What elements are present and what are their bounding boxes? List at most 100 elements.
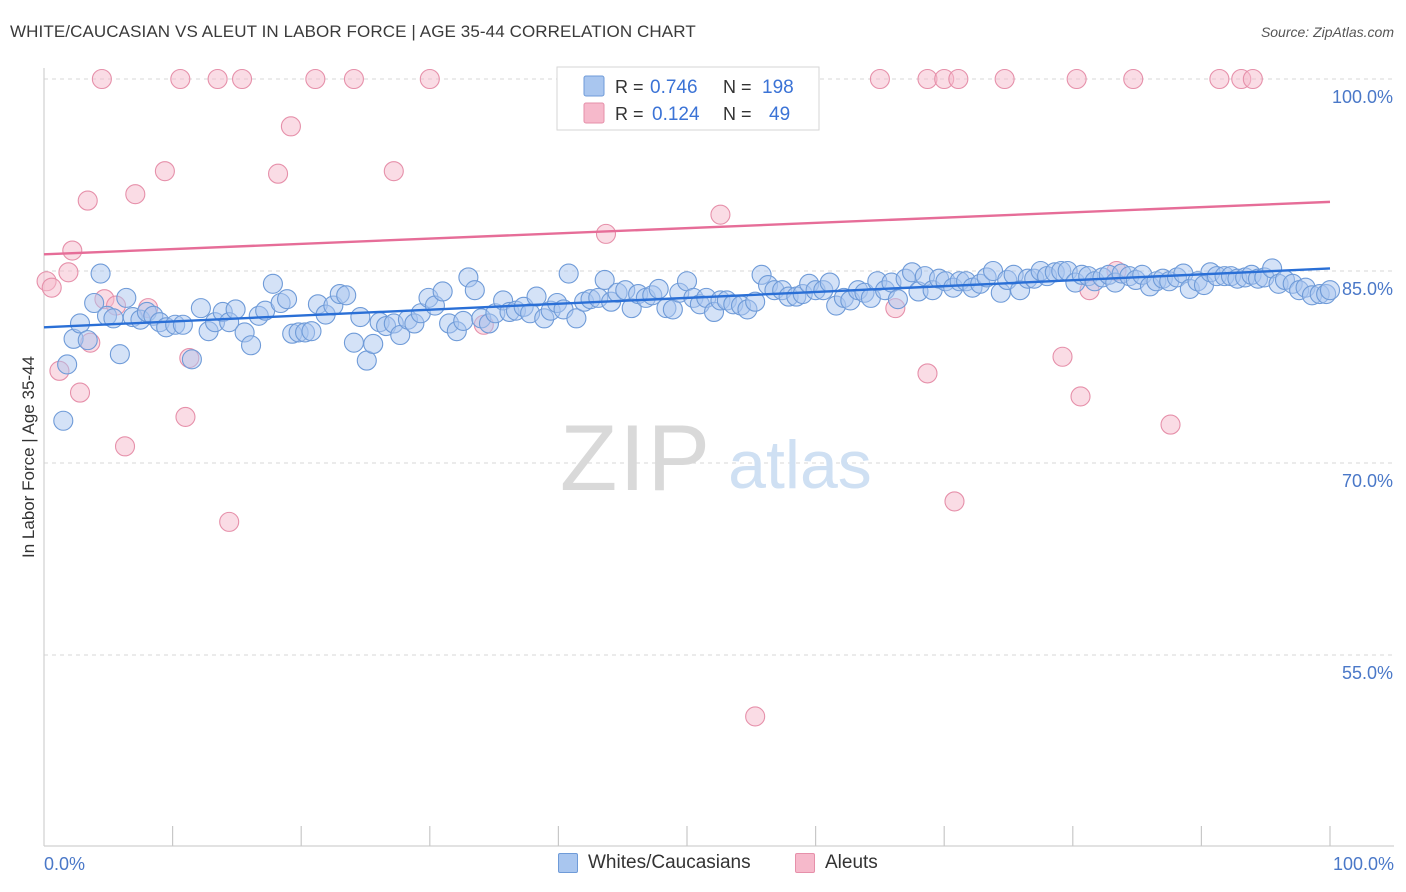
white-point — [116, 287, 137, 308]
white-point — [301, 321, 322, 342]
aleut-point — [268, 163, 289, 184]
legend-item-whites[interactable]: Whites/Caucasians — [558, 852, 751, 874]
legend-n-label-aleut: N = — [723, 104, 752, 124]
white-point — [90, 263, 111, 284]
legend-swatch-white — [583, 75, 605, 97]
white-point — [57, 354, 78, 375]
aleut-trend-line — [43, 200, 1331, 256]
white-point — [262, 273, 283, 294]
aleut-point — [1070, 386, 1091, 407]
legend-swatch-aleuts — [795, 853, 815, 873]
watermark: ZIP atlas — [560, 405, 872, 510]
aleut-point — [91, 68, 112, 90]
aleut-point — [58, 262, 79, 283]
aleut-point — [305, 68, 326, 90]
aleut-point — [207, 68, 228, 90]
white-point — [983, 260, 1004, 282]
legend-n-value-white: 198 — [762, 77, 794, 98]
aleut-point — [595, 223, 617, 244]
white-point — [277, 289, 298, 310]
aleut-point — [62, 240, 83, 261]
y-axis-label: In Labor Force | Age 35-44 — [19, 356, 38, 558]
white-points — [53, 258, 1341, 431]
aleut-point — [69, 382, 91, 403]
x-tick-label-min: 0.0% — [44, 854, 85, 874]
white-point — [648, 278, 669, 299]
aleut-point — [419, 68, 440, 90]
white-point — [84, 292, 105, 314]
white-point — [594, 269, 615, 291]
aleut-point — [917, 363, 938, 384]
legend-r-value-aleut: 0.124 — [652, 104, 700, 125]
aleut-point — [231, 68, 253, 90]
y-tick-label: 100.0% — [1332, 87, 1393, 107]
chart-title: WHITE/CAUCASIAN VS ALEUT IN LABOR FORCE … — [10, 22, 696, 41]
white-point — [526, 286, 547, 307]
x-tick-label-max: 100.0% — [1333, 854, 1394, 874]
white-point — [53, 410, 74, 431]
aleut-point — [917, 68, 938, 90]
white-point — [77, 330, 98, 351]
legend-r-label-aleut: R = — [615, 104, 644, 124]
watermark-atlas: atlas — [728, 427, 872, 503]
white-point — [558, 263, 579, 284]
aleut-point — [219, 511, 240, 532]
white-point — [240, 335, 262, 356]
white-trend-line — [43, 267, 1331, 329]
aleut-point — [114, 436, 136, 457]
white-point — [566, 308, 587, 329]
watermark-zip: ZIP — [560, 405, 712, 510]
white-point — [172, 314, 193, 335]
legend-top: R = 0.746 N = 198 R = 0.124 N = 49 — [556, 66, 820, 131]
aleut-point — [77, 190, 98, 211]
aleut-point — [125, 184, 146, 205]
aleut-point — [948, 68, 969, 90]
white-point — [819, 272, 840, 293]
y-tick-label: 55.0% — [1342, 663, 1393, 683]
aleut-point — [41, 277, 62, 298]
aleut-point — [944, 491, 965, 512]
white-point — [343, 332, 364, 353]
aleut-point — [343, 68, 364, 90]
legend-r-label-white: R = — [615, 77, 644, 97]
aleut-point — [1160, 414, 1181, 435]
aleut-point — [170, 68, 191, 90]
aleut-point — [994, 68, 1015, 90]
white-point — [225, 299, 246, 320]
axes — [43, 68, 1394, 847]
white-point — [190, 298, 211, 319]
white-point — [464, 280, 485, 301]
aleut-point — [869, 68, 890, 90]
legend-r-value-white: 0.746 — [650, 77, 698, 98]
legend-item-aleuts[interactable]: Aleuts — [795, 852, 878, 874]
white-point — [1319, 280, 1341, 301]
y-tick-label: 85.0% — [1342, 279, 1393, 299]
legend-n-label-white: N = — [723, 77, 752, 97]
white-point — [181, 349, 202, 370]
white-point — [745, 291, 766, 312]
aleut-point — [175, 406, 196, 427]
x-tick-labels: 0.0% 100.0% — [44, 854, 1394, 874]
legend-label-whites: Whites/Caucasians — [588, 852, 751, 873]
grid-lines — [44, 78, 1394, 656]
aleut-point — [383, 161, 404, 182]
aleut-point — [745, 706, 766, 727]
legend-n-value-aleut: 49 — [769, 104, 790, 125]
aleut-point — [1242, 68, 1263, 90]
white-point — [432, 281, 453, 302]
white-point — [363, 333, 384, 355]
aleut-points — [36, 68, 1263, 727]
legend-bottom: Whites/Caucasians Aleuts — [0, 852, 1406, 878]
y-tick-labels: 55.0% 70.0% 85.0% 100.0% — [1332, 87, 1393, 683]
white-point — [350, 307, 371, 328]
white-point — [69, 313, 91, 334]
aleut-point — [1066, 68, 1087, 90]
legend-label-aleuts: Aleuts — [825, 852, 878, 873]
trend-lines — [43, 200, 1331, 329]
white-point — [336, 285, 357, 306]
aleut-point — [154, 161, 175, 182]
aleut-point — [1209, 68, 1230, 90]
legend-swatch-whites — [558, 853, 578, 873]
legend-swatch-aleut — [583, 102, 605, 124]
